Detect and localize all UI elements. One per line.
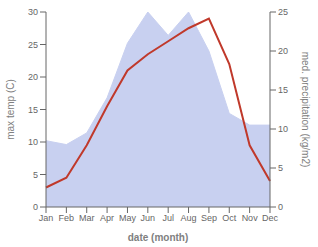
svg-text:15: 15 xyxy=(278,85,288,95)
svg-text:date (month): date (month) xyxy=(128,232,189,243)
svg-text:Apr: Apr xyxy=(100,213,114,223)
svg-text:Aug: Aug xyxy=(181,213,197,223)
svg-text:med. precipitation (kg/m2): med. precipitation (kg/m2) xyxy=(300,52,310,168)
svg-text:10: 10 xyxy=(278,124,288,134)
svg-text:Mar: Mar xyxy=(79,213,95,223)
svg-text:max temp (C): max temp (C) xyxy=(8,79,16,140)
svg-text:Sep: Sep xyxy=(201,213,217,223)
svg-text:20: 20 xyxy=(278,46,288,56)
svg-text:0: 0 xyxy=(278,202,283,212)
svg-text:10: 10 xyxy=(28,137,38,147)
svg-text:5: 5 xyxy=(33,170,38,180)
svg-text:May: May xyxy=(119,213,137,223)
svg-text:25: 25 xyxy=(28,40,38,50)
svg-text:25: 25 xyxy=(278,7,288,17)
svg-text:Nov: Nov xyxy=(242,213,259,223)
svg-text:0: 0 xyxy=(33,202,38,212)
svg-text:20: 20 xyxy=(28,72,38,82)
svg-text:30: 30 xyxy=(28,7,38,17)
svg-text:Jan: Jan xyxy=(39,213,54,223)
svg-text:Jun: Jun xyxy=(141,213,156,223)
svg-text:Feb: Feb xyxy=(59,213,75,223)
svg-text:Oct: Oct xyxy=(222,213,237,223)
svg-text:5: 5 xyxy=(278,163,283,173)
svg-text:Dec: Dec xyxy=(262,213,279,223)
svg-text:Jul: Jul xyxy=(162,213,174,223)
svg-text:15: 15 xyxy=(28,105,38,115)
